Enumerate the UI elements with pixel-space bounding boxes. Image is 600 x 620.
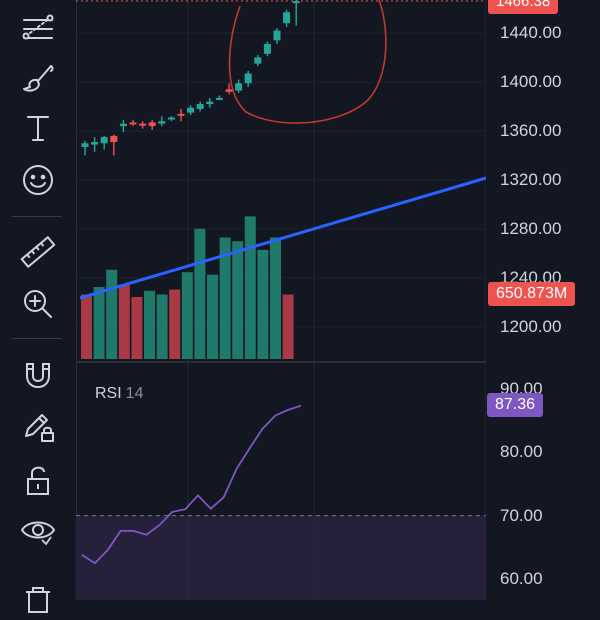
volume-bar: [181, 272, 193, 359]
volume-bar: [270, 237, 281, 359]
candle-body: [187, 107, 195, 113]
volume-value-tag: 650.873M: [488, 282, 576, 306]
volume-bar: [169, 289, 181, 359]
volume-bar: [244, 216, 256, 359]
rsi-tick: 70.00: [500, 506, 543, 525]
candle-body: [292, 1, 300, 4]
brush-tool-icon[interactable]: [14, 56, 62, 100]
eye-icon[interactable]: [14, 508, 62, 552]
rsi-indicator-title[interactable]: RSI 14: [95, 385, 143, 403]
candle-body: [129, 122, 137, 125]
rsi-band: [76, 515, 486, 600]
trend-line-path: [79, 176, 487, 300]
volume-bar: [207, 274, 218, 359]
toolbar-divider: [12, 338, 62, 339]
rsi-length: 14: [125, 385, 144, 402]
volume-bar: [257, 249, 269, 359]
price-tick: 1440.00: [500, 23, 562, 42]
rsi-line: [81, 404, 302, 565]
price-tick: 1200.00: [500, 317, 562, 336]
candle-body: [177, 113, 185, 116]
volume-bar: [144, 290, 155, 359]
annotation-circle: [228, 0, 387, 124]
candle-body: [119, 123, 127, 127]
rsi-oversold-band: [76, 515, 486, 600]
candle-body: [244, 73, 252, 84]
candle-body: [148, 122, 156, 127]
rsi-name: RSI: [95, 385, 122, 402]
volume-bar: [106, 269, 118, 359]
candle-body: [263, 44, 271, 54]
candle-body: [225, 89, 233, 92]
volume-bar: [282, 294, 294, 359]
volume-bar: [219, 237, 231, 359]
drawing-toolbar: [0, 0, 77, 613]
candle-body: [110, 135, 118, 143]
price-tick: 1400.00: [500, 72, 562, 91]
candle-body: [81, 143, 89, 147]
volume-bar: [131, 297, 143, 359]
price-tick: 1360.00: [500, 121, 562, 140]
candle-body: [273, 30, 281, 41]
candle-body: [139, 123, 147, 126]
rsi-value-tag: 87.36: [487, 393, 544, 417]
rsi-tick: 60.00: [500, 569, 543, 588]
candle-body: [283, 12, 291, 24]
volume-bar: [93, 287, 105, 359]
volume-bar: [81, 294, 92, 359]
lock-drawings-icon[interactable]: [14, 404, 62, 448]
candle-body: [91, 142, 99, 145]
price-candles: [81, 0, 300, 156]
toolbar-divider: [12, 216, 62, 217]
trash-icon[interactable]: [14, 576, 62, 620]
emoji-icon[interactable]: [14, 158, 62, 202]
candle-body: [158, 121, 166, 124]
volume-bar: [232, 241, 244, 359]
volume-bar: [194, 228, 206, 359]
volume-bars: [81, 216, 294, 359]
candle-body: [167, 117, 175, 120]
candle-body: [215, 97, 223, 100]
candle-body: [235, 83, 243, 91]
rsi-tick: 80.00: [500, 442, 543, 461]
last-price-tag: 1466.38: [488, 0, 559, 14]
trendline-tool-icon[interactable]: [14, 6, 62, 50]
volume-bar: [156, 294, 168, 359]
price-tick: 1280.00: [500, 219, 562, 238]
rsi-line-path: [81, 404, 302, 565]
candle-body: [100, 137, 108, 144]
circle-annotation: [228, 0, 387, 124]
trend-line: [79, 176, 487, 300]
candle-body: [196, 104, 204, 109]
magnet-icon[interactable]: [14, 352, 62, 396]
candle-body: [206, 101, 214, 105]
ruler-icon[interactable]: [14, 230, 62, 274]
unlock-icon[interactable]: [14, 458, 62, 502]
volume-bar: [118, 284, 130, 359]
candle-body: [254, 57, 262, 64]
text-tool-icon[interactable]: [14, 106, 62, 150]
price-tick: 1320.00: [500, 170, 562, 189]
zoom-in-icon[interactable]: [14, 282, 62, 326]
